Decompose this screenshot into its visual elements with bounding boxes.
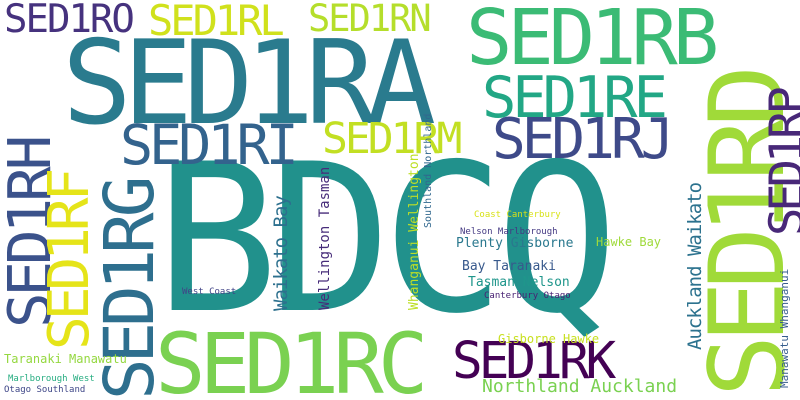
word-whanganui-wellington: Whanganui Wellington [407,153,422,310]
word-west-coast: West Coast [182,287,237,297]
word-sed1ra: SED1RA [62,16,436,151]
word-marlborough-west: Marlborough West [8,374,95,384]
word-sed1rm: SED1RM [322,114,462,164]
word-sed1ri: SED1RI [120,113,299,177]
word-bay-taranaki: Bay Taranaki [462,259,556,274]
word-auckland-waikato: Auckland Waikato [684,182,706,350]
word-nelson-marlborough: Nelson Marlborough [460,227,558,237]
word-sed1re: SED1RE [482,65,668,131]
word-sed1rn: SED1RN [308,0,432,40]
word-sed1rb: SED1RB [466,0,719,83]
word-gisborne-hawke: Gisborne Hawke [498,332,600,346]
word-manawatu-whanganui: Manawatu Whanganui [778,268,791,388]
word-sed1rk: SED1RK [452,332,616,391]
word-sed1rj: SED1RJ [492,107,674,172]
word-canterbury-otago: Canterbury Otago [484,291,571,301]
word-taranaki-manawatu: Taranaki Manawatu [4,352,127,366]
word-sed1rg: SED1RG [90,180,170,400]
word-northland-auckland: Northland Auckland [482,376,678,397]
word-plenty-gisborne: Plenty Gisborne [456,236,574,251]
word-coast-canterbury: Coast Canterbury [474,210,561,220]
word-hawke-bay: Hawke Bay [596,235,662,249]
word-sed1rc: SED1RC [155,315,428,400]
word-sed1ro: SED1RO [4,0,135,42]
word-bdcq: BDCQ [155,121,619,359]
word-tasman-nelson: Tasman Nelson [468,275,570,290]
word-sed1rp: SED1RP [760,90,800,236]
word-wellington-tasman: Wellington Tasman [317,166,333,310]
word-waikato-bay: Waikato Bay [270,196,292,311]
word-sed1rl: SED1RL [148,0,285,45]
word-otago-southland: Otago Southland [4,385,86,395]
word-southland-northland: Southland Northland [423,113,434,228]
